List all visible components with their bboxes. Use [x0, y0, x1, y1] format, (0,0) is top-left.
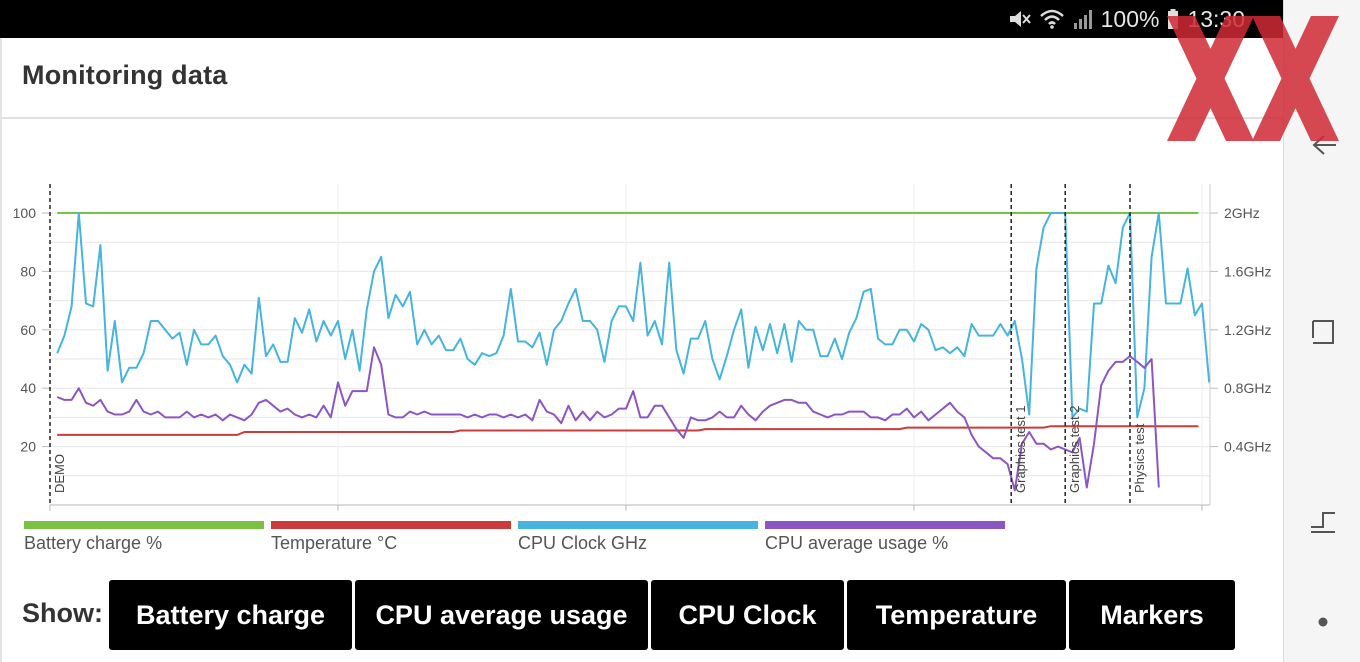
legend-label-cpu-clock: CPU Clock GHz	[518, 533, 648, 553]
legend-label-temperature: Temperature °C	[271, 533, 398, 553]
series-line-3	[56, 212, 1211, 419]
header: Monitoring data	[2, 38, 1285, 119]
legend-swatch-battery	[24, 521, 264, 529]
home-icon[interactable]	[1308, 505, 1338, 535]
status-icons: 100% 13:30	[1007, 6, 1245, 32]
wifi-icon	[1039, 8, 1065, 30]
mute-icon	[1007, 8, 1031, 30]
battery-percent: 100%	[1100, 5, 1160, 32]
back-icon[interactable]	[1308, 130, 1338, 160]
clock: 13:30	[1187, 5, 1245, 32]
show-label: Show:	[22, 598, 103, 628]
y-left-tick-label: 60	[20, 322, 36, 338]
temperature-button[interactable]: Temperature	[847, 580, 1066, 650]
markers-button[interactable]: Markers	[1069, 580, 1235, 650]
y-right-tick-label: 1.6GHz	[1224, 263, 1271, 279]
series-line-4	[56, 346, 1160, 492]
legend-label-battery: Battery charge %	[24, 533, 163, 553]
legend-swatch-cpu-usage	[765, 521, 1005, 529]
monitoring-app: Monitoring data 20 40 60 80 100 0.4GHz 0.8GHz 1…	[0, 38, 1285, 662]
cpu-average-usage-button[interactable]: CPU average usage	[355, 580, 648, 650]
y-right-tick-label: 0.4GHz	[1224, 439, 1271, 455]
y-left-tick-label: 40	[20, 380, 36, 396]
legend-swatch-cpu-clock	[518, 521, 758, 529]
legend-label-cpu-usage: CPU average usage %	[765, 533, 949, 553]
page-title: Monitoring data	[22, 60, 228, 90]
recent-apps-icon[interactable]	[1308, 318, 1338, 348]
marker-label: Physics test	[1132, 423, 1147, 493]
y-right-tick-label: 2GHz	[1224, 205, 1260, 221]
signal-icon	[1073, 8, 1093, 30]
y-left-tick-label: 80	[20, 263, 36, 279]
series-line-2	[57, 425, 1199, 436]
monitoring-chart: 204060801000.4GHz0.8GHz1.2GHz1.6GHz2GHz0…	[13, 184, 1271, 511]
navigation-bar	[1283, 0, 1360, 662]
marker-label: Graphics test 1	[1013, 406, 1028, 493]
marker-label: DEMO	[52, 454, 67, 493]
y-right-tick-label: 1.2GHz	[1224, 322, 1271, 338]
cpu-clock-button[interactable]: CPU Clock	[651, 580, 844, 650]
y-left-tick-label: 100	[13, 205, 37, 221]
battery-charge-button[interactable]: Battery charge	[109, 580, 352, 650]
y-right-tick-label: 0.8GHz	[1224, 380, 1271, 396]
legend-swatch-temperature	[271, 521, 511, 529]
marker-label: Graphics test 2	[1067, 406, 1082, 493]
assistant-dot-icon[interactable]	[1308, 607, 1338, 637]
y-left-tick-label: 20	[20, 439, 36, 455]
status-bar: 100% 13:30	[0, 0, 1283, 38]
battery-icon	[1167, 8, 1179, 30]
